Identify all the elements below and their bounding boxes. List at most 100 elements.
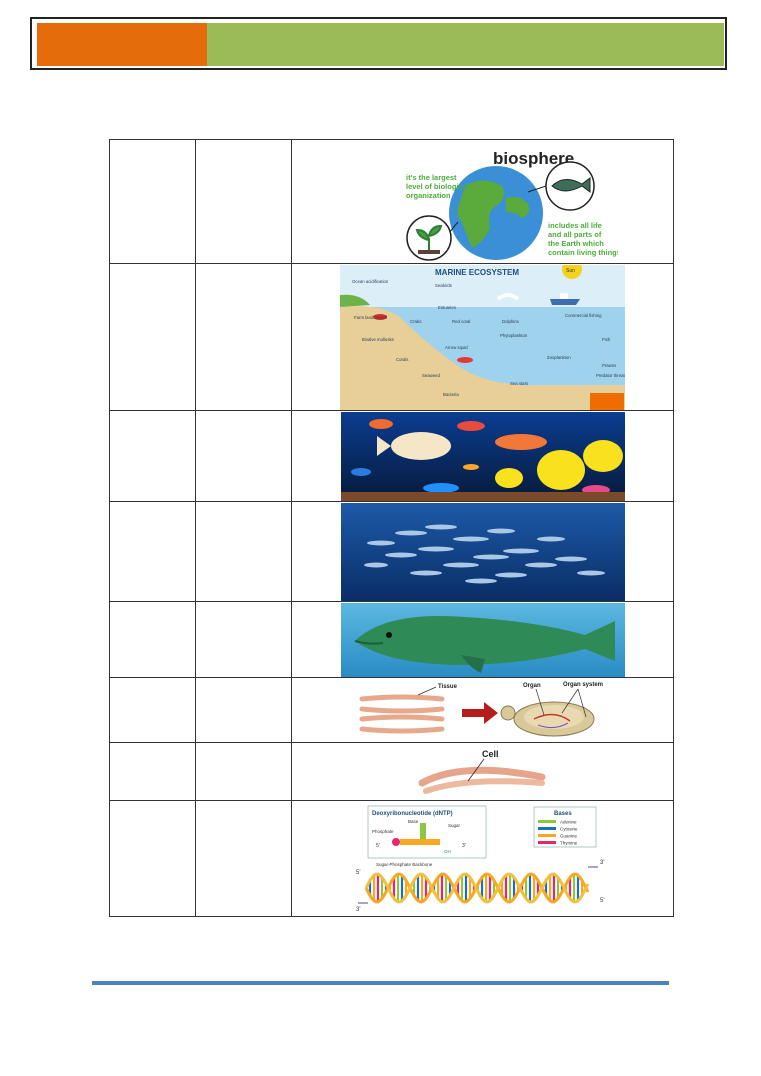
ecosystem-label: Crabs [410,319,421,324]
table-cell-image: Tissue Organ Organ system [291,677,674,743]
marine-ecosystem-diagram: Sun MARINE ECOSYSTEM Ocean acidification… [340,264,625,410]
table-row: Deoxyribonucleotide (dNTP) Base Sugar Ph… [109,800,674,917]
table-row: Sun MARINE ECOSYSTEM Ocean acidification… [109,263,674,411]
table-row: Tissue Organ Organ system [109,677,674,743]
biosphere-right-note: includes all life and all parts of the E… [548,221,618,257]
header-orange-block [37,23,207,66]
three-prime-label: 3' [462,843,466,849]
table-cell-empty [195,677,292,743]
left-note-line: organization [406,191,451,200]
dna-molecule-diagram: Deoxyribonucleotide (dNTP) Base Sugar Ph… [356,805,604,913]
fish-school-population-photo [340,502,625,601]
dna-double-helix [364,872,589,903]
ecosystem-label: Ocean acidification [352,279,389,284]
base-swatch [537,819,556,823]
table-row [109,501,674,602]
dntp-title: Deoxyribonucleotide (dNTP) [372,811,453,817]
sugar-phosphate-strand [364,872,589,903]
table-cell-image [291,410,674,502]
base-swatch [537,840,556,844]
arrow-right-icon [461,702,498,724]
header-green-block [207,23,724,66]
sugar-phosphate-strand [364,872,589,903]
table-row [109,410,674,502]
footer-divider-line [92,981,669,985]
bases-legend: Adenine Cytosine Guanine Thymine [537,819,578,845]
ecosystem-label: Corals [396,357,408,362]
ecosystem-title: MARINE ECOSYSTEM [435,268,519,277]
ecosystem-label: Seaweed [422,373,441,378]
table-cell-empty [109,501,196,602]
strand-end-label: 5' [600,898,604,904]
biosphere-illustration: biosphere it's the largest level of biol… [406,149,618,261]
base-name: Cytosine [560,826,578,831]
ecosystem-label: Arrow squid [445,345,468,350]
table-cell-empty [109,410,196,502]
right-note-line: includes all life [548,221,602,230]
base-swatch [537,826,556,830]
table-cell-empty [109,677,196,743]
table-cell-empty [109,601,196,678]
levels-of-organization-table: biosphere it's the largest level of biol… [109,139,674,917]
table-cell-empty [195,601,292,678]
strand-end-label: 5' [356,870,360,876]
sugar-label: Sugar [448,823,461,828]
ecosystem-label: Dolphins [502,319,519,324]
cell-label: Cell [482,749,499,759]
ecosystem-label: Commercial fishing [565,313,602,318]
table-cell-empty [195,410,292,502]
table-row: Cell [109,742,674,801]
table-cell-image: Cell [291,742,674,801]
base-name: Adenine [560,819,577,824]
page-header-banner [30,17,727,70]
base-name: Guanine [560,833,578,838]
table-cell-empty [109,139,196,264]
left-note-line: it's the largest [406,173,457,182]
biosphere-title: biosphere [493,149,574,168]
ecosystem-label: Phytoplankton [500,333,528,338]
table-cell-empty [109,263,196,411]
right-note-line: and all parts of [548,230,602,239]
table-cell-empty [195,501,292,602]
table-row [109,601,674,678]
ecosystem-label: Predator threats [596,373,625,378]
ecosystem-label: Prawns [602,363,616,368]
strand-end-label: 3' [600,860,604,866]
strand-end-label: 3' [356,907,360,913]
table-cell-image [291,501,674,602]
table-cell-empty [109,800,196,917]
organ-label: Organ [523,683,541,689]
tissue-to-organ-system-illustration: Tissue Organ Organ system [359,682,603,737]
organ-system-label: Organ system [563,682,603,688]
wrasse-organism-photo [340,602,625,677]
base-swatch [537,833,556,837]
table-cell-empty [195,263,292,411]
muscle-cell-illustration: Cell [418,749,545,794]
oh-label: OH [444,849,451,854]
five-prime-label: 5' [376,843,380,849]
ecosystem-label: Seabirds [435,283,452,288]
ecosystem-label: Estuaries [438,305,456,310]
base-name: Thymine [560,840,578,845]
table-cell-empty [195,139,292,264]
reef-fish-community-photo [340,411,625,501]
table-cell-image: Deoxyribonucleotide (dNTP) Base Sugar Ph… [291,800,674,917]
table-cell-empty [195,742,292,801]
right-note-line: the Earth which [548,239,604,248]
biosphere-left-note: it's the largest level of biological org… [406,173,469,200]
left-note-line: level of biological [406,182,469,191]
tissue-label: Tissue [438,684,458,690]
bases-legend-title: Bases [554,811,572,817]
base-label: Base [408,819,419,824]
sun-label: Sun [566,268,575,274]
ecosystem-label: Bacteria [443,392,459,397]
ecosystem-label: Bivalve mollusks [362,337,394,342]
ecosystem-label: Red coral [452,319,470,324]
ecosystem-label: Zooplankton [547,355,571,360]
ecosystem-label: Sea stars [510,381,528,386]
ecosystem-label: Farm land run-off [354,315,388,320]
ecosystem-label: Fish [602,337,611,342]
backbone-label: Sugar-Phosphate Backbone [376,862,433,867]
table-cell-empty [195,800,292,917]
right-note-line: contain living things [548,248,618,257]
